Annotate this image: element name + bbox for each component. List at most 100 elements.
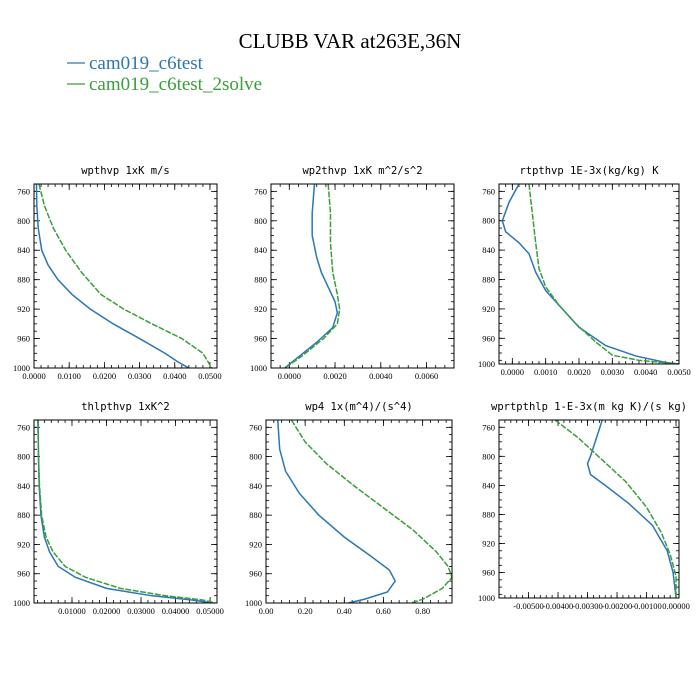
y-tick-label: 800 [17,452,30,462]
panel-5: wp4 1x(m^4)/(s^4) 0.00 0.20 0.40 0.60 0.80 760… [245,401,453,616]
x-tick-label: 0.0060 [415,371,438,381]
y-tick-label: 1000 [478,593,495,603]
plot-frame [265,419,453,604]
y-tick-label: 800 [249,452,262,462]
x-tick-label: 0.20 [298,606,313,616]
y-tick-label: 1000 [250,363,267,373]
x-tick-label: 0.0000 [501,367,524,377]
y-tick-label: 760 [254,186,267,196]
y-tick-label: 880 [254,275,267,285]
panel-title: wp2thvp 1xK m^2/s^2 [302,165,422,177]
series-line-c6test [501,184,679,364]
x-tick-label: 0.40 [337,606,352,616]
x-tick-label: 0.0010 [534,367,557,377]
x-tick-label: 0.0000 [278,371,301,381]
x-tick-label: 0.0040 [369,371,392,381]
y-tick-label: 880 [17,275,30,285]
plot-frame [33,183,218,369]
x-tick-label: 0.01000 [58,606,86,616]
x-tick-label: 0.05000 [196,606,224,616]
series-line-c6test-2solve [38,184,213,368]
y-tick-label: 880 [249,510,262,520]
y-tick-label: 880 [17,510,30,520]
series-line-c6test [586,420,677,598]
plot-frame [498,183,680,365]
y-tick-label: 800 [254,216,267,226]
y-tick-label: 920 [249,539,262,549]
plot-frame [498,419,680,599]
panel-title: rtpthvp 1E-3x(kg/kg) K [519,165,659,177]
x-tick-label: 0.0200 [93,371,116,381]
legend: cam019_c6test cam019_c6test_2solve [67,53,262,95]
panel-1: wpthvp 1xK m/s 0.0000 0.0100 0.0200 0.0300 0.… [13,165,222,381]
figure-title: CLUBB VAR at263E,36N [239,29,462,53]
y-tick-label: 840 [249,481,262,491]
x-tick-label: 0.60 [376,606,391,616]
y-tick-label: 840 [254,245,267,255]
y-tick-label: 800 [482,451,495,461]
x-tick-label: 0.03000 [127,606,155,616]
series-line-c6test [277,420,397,603]
y-tick-label: 920 [482,304,495,314]
x-tick-label: 0.00 [259,606,274,616]
y-tick-label: 920 [17,539,30,549]
y-tick-label: 800 [482,216,495,226]
series-line-c6test [37,420,214,603]
series-line-c6test-2solve [290,420,452,603]
x-tick-label: 0.04000 [162,606,190,616]
series-line-c6test-2solve [284,184,341,368]
panels-group: wpthvp 1xK m/s 0.0000 0.0100 0.0200 0.0300 0.… [13,165,691,616]
x-tick-label: -0.00300 [572,601,602,611]
panel-title: wprtpthlp 1-E-3x(m kg K)/(s kg) [491,401,687,413]
series-line-c6test-2solve [554,420,677,598]
x-tick-label: -0.00500 [513,601,543,611]
legend-label-c6test: cam019_c6test [89,53,204,74]
y-tick-label: 1000 [245,598,262,608]
y-tick-label: 960 [482,568,495,578]
y-tick-label: 760 [482,422,495,432]
y-tick-label: 960 [249,569,262,579]
y-tick-label: 920 [254,304,267,314]
y-tick-label: 840 [482,480,495,490]
panel-4: thlpthvp 1xK^2 0.01000 0.02000 0.03000 0.040… [13,401,224,616]
x-tick-label: 0.0040 [634,367,657,377]
plot-frame [270,183,455,369]
y-tick-label: 840 [482,245,495,255]
panel-title: thlpthvp 1xK^2 [81,401,170,413]
series-line-c6test [35,184,190,368]
y-tick-label: 840 [17,481,30,491]
y-tick-label: 1000 [478,359,495,369]
y-tick-label: 880 [482,275,495,285]
series-line-c6test [284,184,339,368]
x-tick-label: 0.0020 [323,371,346,381]
y-tick-label: 760 [17,422,30,432]
y-tick-label: 1000 [13,363,30,373]
x-tick-label: 0.0500 [198,371,221,381]
x-tick-label: -0.00200 [602,601,632,611]
panel-3: rtpthvp 1E-3x(kg/kg) K 0.0000 0.0010 0.0020… [478,165,691,377]
y-tick-label: 800 [17,216,30,226]
x-tick-label: 0.02000 [93,606,121,616]
y-tick-label: 960 [254,334,267,344]
x-tick-label: 0.0100 [58,371,81,381]
y-tick-label: 920 [482,539,495,549]
x-tick-label: 0.0050 [667,367,690,377]
x-tick-label: -0.00100 [631,601,661,611]
y-tick-label: 960 [17,569,30,579]
x-tick-label: 0.80 [415,606,430,616]
y-tick-label: 760 [249,422,262,432]
y-tick-label: 920 [17,304,30,314]
x-tick-label: 0.0400 [163,371,186,381]
panel-title: wpthvp 1xK m/s [81,165,170,177]
series-line-c6test-2solve [528,184,679,364]
y-tick-label: 760 [17,186,30,196]
x-tick-label: 0.0000 [22,371,45,381]
x-tick-label: 0.0300 [128,371,151,381]
y-tick-label: 760 [482,186,495,196]
y-tick-label: 960 [482,333,495,343]
x-tick-label: 0.0030 [601,367,624,377]
y-tick-label: 960 [17,334,30,344]
panel-title: wp4 1x(m^4)/(s^4) [305,401,412,413]
panel-6: wprtpthlp 1-E-3x(m kg K)/(s kg) -0.00500 -… [478,401,690,611]
